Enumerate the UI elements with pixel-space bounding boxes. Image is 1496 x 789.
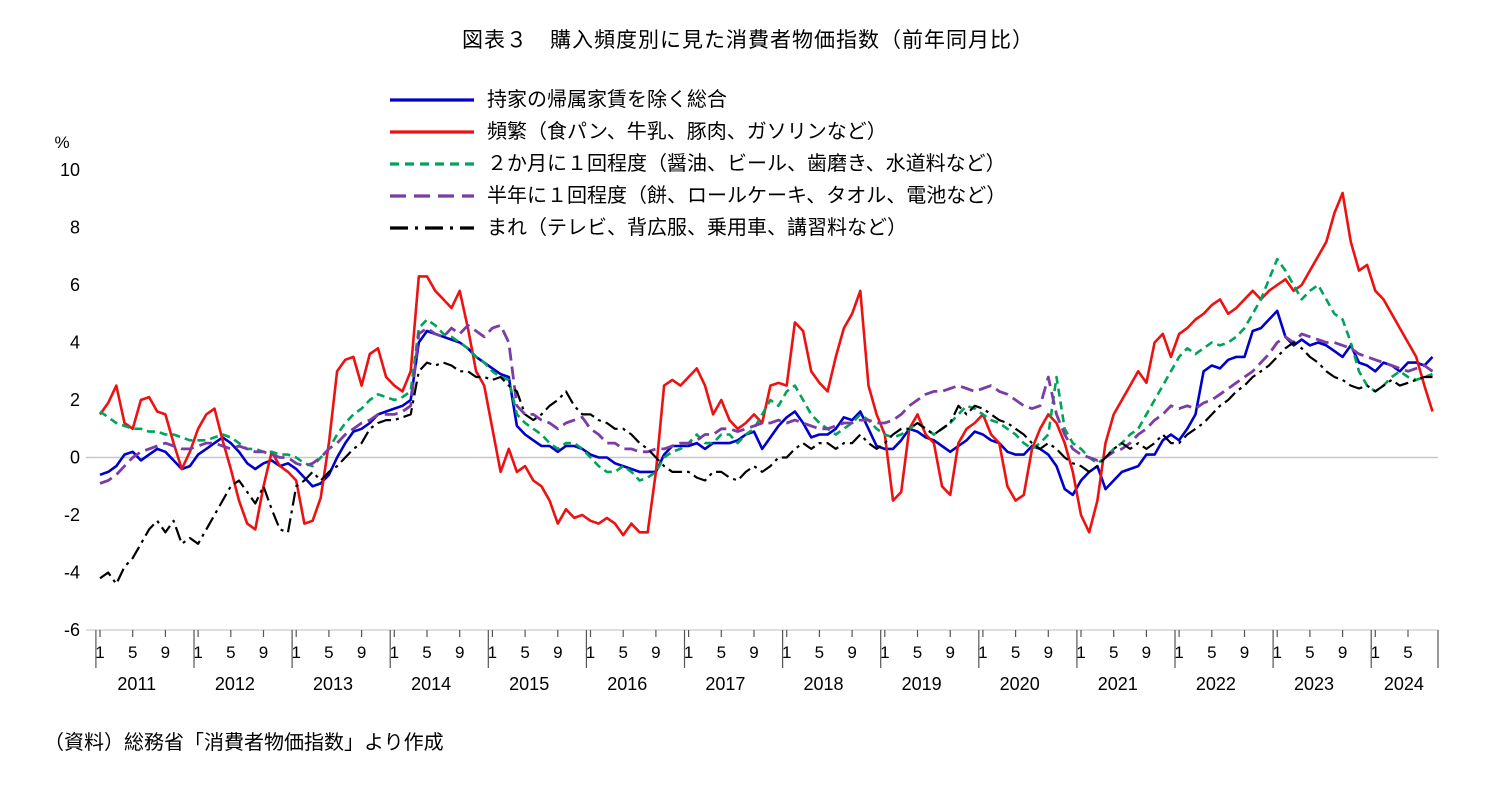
- month-tick-label: 9: [259, 643, 268, 662]
- month-tick-label: 9: [945, 643, 954, 662]
- month-tick-label: 9: [749, 643, 758, 662]
- month-tick-label: 9: [1142, 643, 1151, 662]
- series-line-1: [98, 191, 1434, 537]
- y-axis: 10 8 6 4 2 0 -2 -4 -6%: [54, 133, 80, 640]
- series-line-2: [99, 257, 1433, 482]
- y-tick-label: 4: [70, 333, 80, 353]
- year-label: 2021: [1098, 674, 1138, 694]
- month-tick-label: 9: [161, 643, 170, 662]
- legend-item-4: まれ（テレビ、背広服、乗用車、講習料など）: [388, 216, 1006, 240]
- legend-item-3: 半年に１回程度（餅、ロールケーキ、タオル、電池など）: [388, 184, 1006, 208]
- legend-label: 頻繁（食パン、牛乳、豚肉、ガソリンなど）: [487, 121, 887, 143]
- month-tick-label: 1: [193, 643, 202, 662]
- year-label: 2024: [1384, 674, 1424, 694]
- month-tick-label: 5: [324, 643, 333, 662]
- month-tick-label: 5: [618, 643, 627, 662]
- year-label: 2011: [117, 674, 156, 694]
- month-tick-label: 1: [1174, 643, 1183, 662]
- month-tick-label: 9: [651, 643, 660, 662]
- month-tick-label: 1: [390, 643, 399, 662]
- year-label: 2017: [705, 674, 745, 694]
- month-tick-label: 5: [422, 643, 431, 662]
- month-tick-label: 1: [291, 643, 300, 662]
- legend-line-sample: [390, 130, 474, 134]
- month-tick-label: 9: [357, 643, 366, 662]
- month-tick-label: 5: [1403, 643, 1412, 662]
- legend-item-2: ２か月に１回程度（醤油、ビール、歯磨き、水道料など）: [388, 152, 1006, 176]
- month-tick-label: 5: [128, 643, 137, 662]
- legend-line-sample: [390, 98, 474, 102]
- chart-title: 図表３ 購入頻度別に見た消費者物価指数（前年同月比）: [462, 29, 1034, 52]
- month-tick-label: 5: [815, 643, 824, 662]
- month-tick-label: 1: [978, 643, 987, 662]
- month-tick-label: 5: [1305, 643, 1314, 662]
- year-label: 2013: [313, 674, 353, 694]
- legend-line-sample: [390, 194, 474, 198]
- legend-label: まれ（テレビ、背広服、乗用車、講習料など）: [487, 217, 907, 239]
- year-label: 2022: [1196, 674, 1236, 694]
- y-tick-label: -2: [64, 505, 80, 525]
- month-tick-label: 1: [95, 643, 104, 662]
- month-tick-label: 9: [847, 643, 856, 662]
- y-tick-label: -4: [64, 563, 80, 583]
- month-tick-label: 1: [1272, 643, 1281, 662]
- y-tick-label: -6: [64, 620, 80, 640]
- month-tick-label: 1: [1076, 643, 1085, 662]
- month-tick-label: 5: [226, 643, 235, 662]
- series-line-4: [99, 341, 1433, 586]
- month-tick-label: 9: [1044, 643, 1053, 662]
- month-tick-label: 9: [1338, 643, 1347, 662]
- year-label: 2015: [509, 674, 549, 694]
- month-tick-label: 1: [684, 643, 693, 662]
- year-label: 2016: [607, 674, 647, 694]
- month-tick-label: 5: [717, 643, 726, 662]
- year-label: 2018: [803, 674, 843, 694]
- month-tick-label: 1: [782, 643, 791, 662]
- source-note: （資料）総務省「消費者物価指数」より作成: [44, 732, 444, 754]
- month-tick-label: 9: [553, 643, 562, 662]
- legend-item-1: 頻繁（食パン、牛乳、豚肉、ガソリンなど）: [388, 120, 1006, 144]
- legend: 持家の帰属家賃を除く総合頻繁（食パン、牛乳、豚肉、ガソリンなど） ２か月に１回程度…: [388, 88, 1006, 240]
- year-label: 2019: [902, 674, 942, 694]
- y-tick-label: 8: [70, 218, 80, 238]
- legend-item-0: 持家の帰属家賃を除く総合: [388, 88, 1006, 112]
- month-tick-label: 5: [1109, 643, 1118, 662]
- legend-label: 持家の帰属家賃を除く総合: [487, 89, 727, 111]
- legend-label: 半年に１回程度（餅、ロールケーキ、タオル、電池など）: [487, 185, 1007, 207]
- month-tick-label: 1: [586, 643, 595, 662]
- month-tick-label: 1: [1371, 643, 1380, 662]
- year-label: 2012: [215, 674, 255, 694]
- y-tick-label: 0: [70, 448, 80, 468]
- month-tick-label: 5: [913, 643, 922, 662]
- month-tick-label: 1: [880, 643, 889, 662]
- month-tick-label: 5: [520, 643, 529, 662]
- year-label: 2014: [411, 674, 451, 694]
- y-tick-label: 2: [70, 390, 80, 410]
- month-tick-label: 9: [1240, 643, 1249, 662]
- year-label: 2023: [1294, 674, 1334, 694]
- month-tick-label: 5: [1207, 643, 1216, 662]
- y-tick-label: 10: [60, 160, 80, 180]
- y-tick-label: 6: [70, 275, 80, 295]
- month-tick-label: 9: [455, 643, 464, 662]
- legend-line-sample: [390, 162, 474, 166]
- y-axis-unit: %: [54, 133, 69, 152]
- year-label: 2020: [1000, 674, 1040, 694]
- legend-line-sample: [390, 226, 474, 230]
- month-tick-label: 1: [488, 643, 497, 662]
- month-tick-label: 5: [1011, 643, 1020, 662]
- legend-label: ２か月に１回程度（醤油、ビール、歯磨き、水道料など）: [487, 153, 1006, 175]
